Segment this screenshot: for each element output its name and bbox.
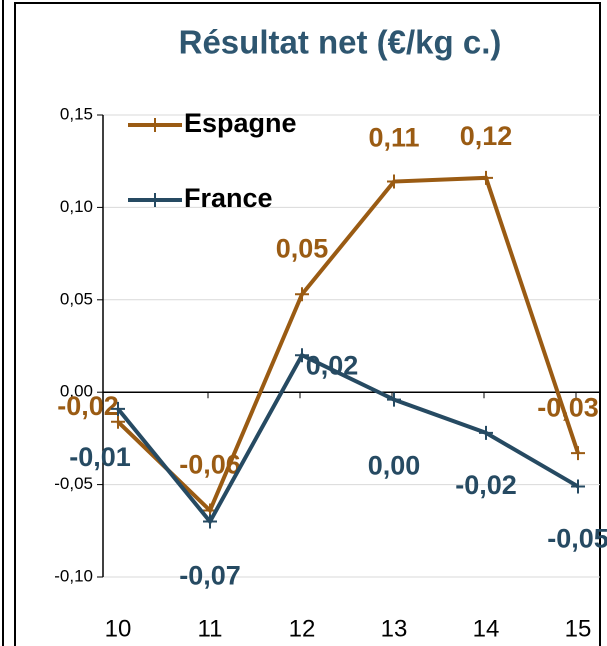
value-label: 0,05 [276,233,329,263]
x-tick-label: 13 [381,615,408,642]
value-label: -0,06 [179,450,241,480]
x-tick-label: 14 [473,615,500,642]
point-marker [295,348,309,363]
value-label: -0,02 [57,391,119,421]
y-tick-label: 0,15 [60,104,93,123]
chart-frame [14,2,601,646]
y-tick-label: 0,10 [60,197,93,216]
x-tick-label: 10 [105,615,132,642]
series-line [116,175,580,514]
legend-label: France [184,183,273,213]
x-tick-label: 11 [198,615,223,642]
legend-label: Espagne [184,108,297,138]
point-marker [479,170,493,185]
value-label: 0,12 [460,121,513,151]
series-line [116,352,580,526]
value-label: 0,11 [368,123,419,153]
x-tick-label: 12 [289,615,316,642]
point-marker [387,392,401,407]
chart-title: Résultat net (€/kg c.) [179,24,502,61]
value-label: -0,02 [455,470,517,500]
value-label: -0,01 [69,442,131,472]
y-tick-label: 0,00 [60,382,93,401]
value-label: 0,00 [368,451,421,481]
value-label: -0,03 [537,392,599,422]
point-marker [571,446,585,461]
point-marker [203,514,217,529]
point-marker [111,401,125,416]
y-tick-label: 0,05 [60,289,93,308]
value-label: -0,07 [179,561,241,591]
point-marker [387,174,401,189]
point-marker [111,414,125,429]
point-marker [295,287,309,302]
point-marker [479,425,493,440]
x-tick-label: 15 [565,615,592,642]
y-tick-label: -0,05 [54,474,93,493]
point-marker [571,479,585,494]
value-label: -0,05 [547,524,607,554]
value-label: 0,02 [306,350,359,380]
y-tick-label: -0,10 [54,566,93,585]
